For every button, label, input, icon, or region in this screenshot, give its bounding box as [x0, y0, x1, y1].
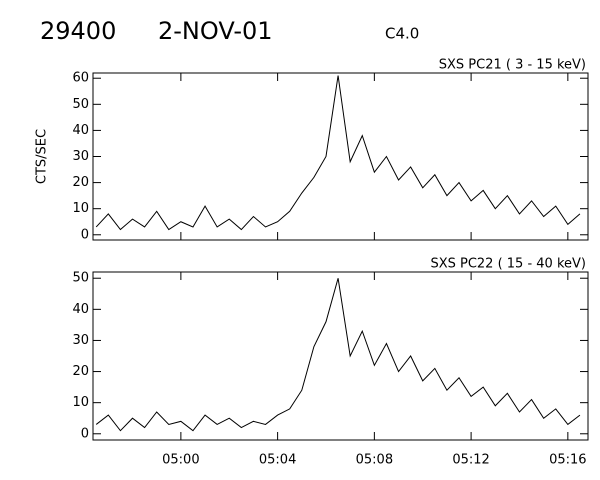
x-tick-label: 05:08	[356, 453, 393, 468]
count-rate-line	[95, 278, 581, 432]
panel-title: SXS PC22 ( 15 - 40 keV)	[430, 257, 586, 272]
y-tick-label: 50	[72, 97, 89, 112]
event-date: 2-NOV-01	[158, 17, 273, 45]
y-tick-label: 0	[81, 227, 89, 242]
y-tick-label: 0	[81, 426, 89, 441]
event-id: 29400	[40, 17, 116, 45]
y-tick-label: 20	[72, 175, 89, 190]
y-tick-label: 40	[72, 123, 89, 138]
y-tick-label: 60	[72, 71, 89, 86]
x-tick-label: 05:16	[549, 453, 586, 468]
y-tick-label: 40	[72, 302, 89, 317]
y-tick-label: 30	[72, 333, 89, 348]
y-tick-label: 20	[72, 364, 89, 379]
flare-class: C4.0	[385, 25, 419, 43]
x-tick-label: 05:00	[162, 453, 199, 468]
y-tick-label: 30	[72, 149, 89, 164]
x-tick-label: 05:04	[259, 453, 296, 468]
y-tick-label: 10	[72, 395, 89, 410]
y-axis-label: CTS/SEC	[35, 129, 50, 184]
plot-frame	[92, 72, 589, 241]
count-rate-line	[95, 75, 581, 231]
x-tick-label: 05:12	[452, 453, 489, 468]
y-tick-label: 10	[72, 201, 89, 216]
plot-frame	[92, 271, 589, 441]
y-tick-label: 50	[72, 271, 89, 286]
panel-title: SXS PC21 ( 3 - 15 keV)	[439, 58, 586, 73]
